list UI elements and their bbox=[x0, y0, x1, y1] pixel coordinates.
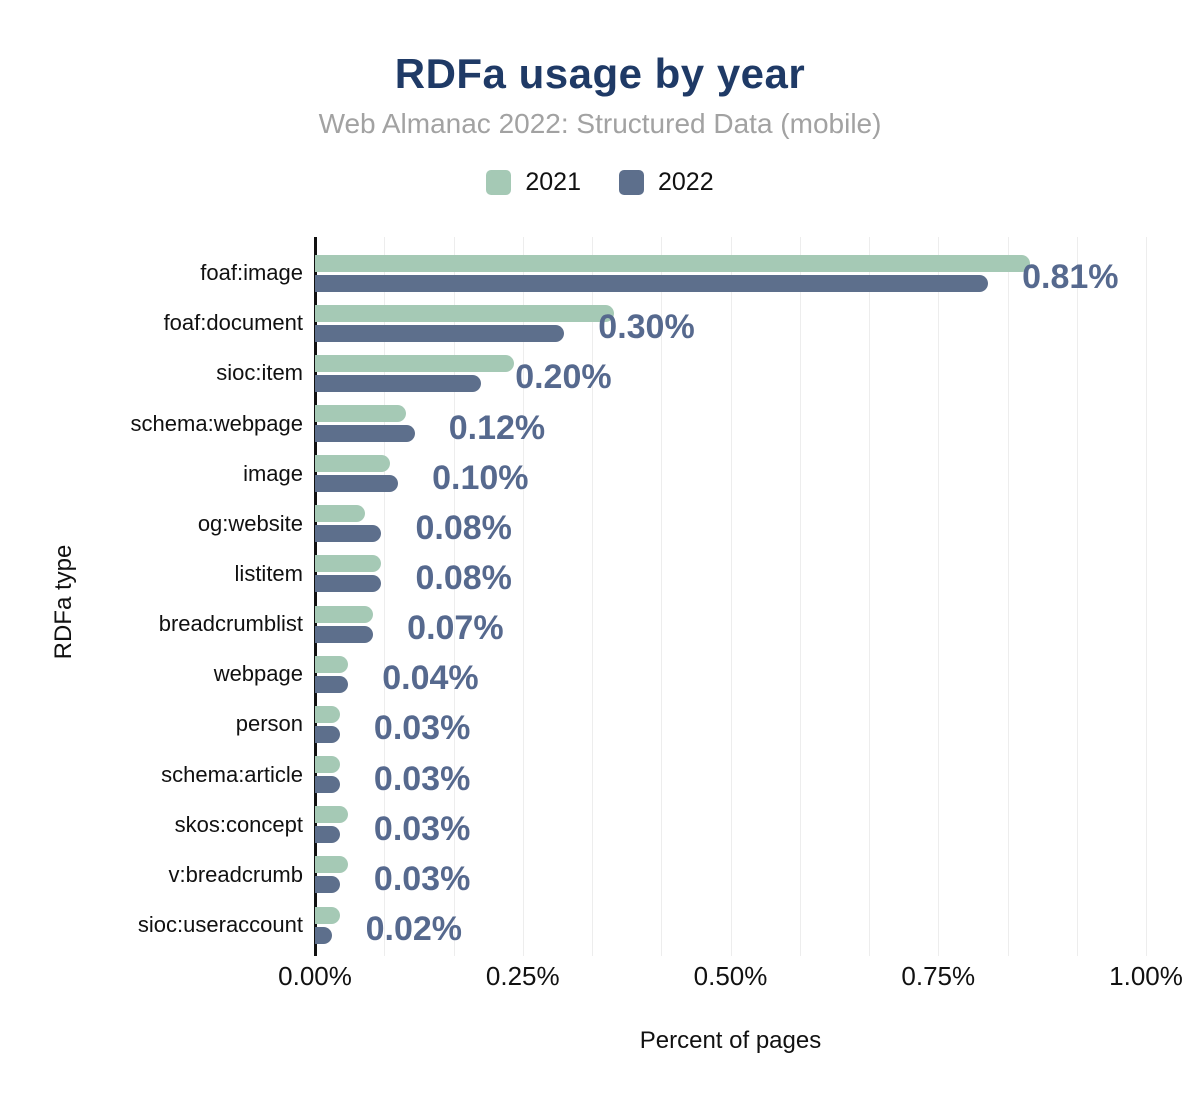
gridline bbox=[384, 237, 386, 956]
bar-2022 bbox=[315, 475, 399, 493]
bar-2021 bbox=[315, 756, 340, 774]
y-axis-line bbox=[314, 237, 317, 956]
category-label: breadcrumblist bbox=[158, 611, 303, 637]
category-label: sioc:useraccount bbox=[137, 912, 303, 938]
gridline bbox=[592, 237, 593, 956]
bar-2021 bbox=[315, 705, 340, 723]
bar-2021 bbox=[315, 505, 365, 523]
legend-label: 2021 bbox=[525, 168, 581, 196]
value-label: 0.03% bbox=[373, 809, 471, 848]
bar-2021 bbox=[315, 555, 382, 573]
value-label: 0.03% bbox=[373, 759, 471, 798]
gridline bbox=[799, 237, 801, 956]
category-label: og:website bbox=[197, 510, 303, 536]
bar-2022 bbox=[315, 826, 340, 844]
bar-2021 bbox=[315, 405, 407, 423]
value-label: 0.81% bbox=[1022, 258, 1119, 297]
gridline bbox=[1076, 237, 1078, 956]
bar-2022 bbox=[315, 625, 374, 643]
bar-2022 bbox=[315, 876, 340, 894]
gridline bbox=[661, 237, 663, 956]
x-tick-label: 0.00% bbox=[278, 961, 352, 991]
bar-2022 bbox=[315, 274, 989, 292]
bar-2022 bbox=[315, 324, 565, 342]
gridline bbox=[730, 237, 732, 956]
bar-2021 bbox=[315, 856, 349, 874]
category-label: person bbox=[235, 711, 303, 737]
bar-2022 bbox=[315, 374, 482, 392]
value-label: 0.20% bbox=[515, 358, 612, 397]
category-label: v:breadcrumb bbox=[168, 861, 303, 887]
legend-item-2021: 2021 bbox=[486, 168, 581, 197]
category-label: schema:webpage bbox=[130, 410, 303, 436]
bar-2021 bbox=[315, 354, 515, 372]
gridline bbox=[938, 237, 940, 956]
category-label: schema:article bbox=[161, 761, 303, 787]
value-label: 0.12% bbox=[448, 408, 546, 447]
x-tick-label: 0.25% bbox=[485, 961, 560, 991]
legend: 2021 2022 bbox=[0, 168, 1200, 197]
gridline bbox=[1007, 237, 1009, 956]
category-label: foaf:image bbox=[200, 260, 303, 286]
category-label: listitem bbox=[234, 560, 303, 586]
chart-title: RDFa usage by year bbox=[394, 50, 806, 97]
legend-swatch-2022 bbox=[619, 170, 644, 195]
gridline bbox=[522, 237, 524, 956]
category-label: skos:concept bbox=[174, 811, 303, 837]
bar-2021 bbox=[315, 655, 349, 673]
x-tick-label: 0.75% bbox=[901, 961, 976, 991]
value-label: 0.07% bbox=[407, 609, 504, 648]
bar-2021 bbox=[315, 806, 349, 824]
gridline bbox=[453, 237, 455, 956]
bar-2021 bbox=[315, 304, 615, 322]
value-label: 0.04% bbox=[382, 659, 479, 698]
bar-2022 bbox=[315, 776, 340, 794]
bar-2022 bbox=[315, 575, 382, 593]
bar-2021 bbox=[315, 906, 340, 924]
chart-subtitle: Web Almanac 2022: Structured Data (mobil… bbox=[318, 108, 882, 139]
category-label: sioc:item bbox=[216, 360, 303, 386]
value-label: 0.02% bbox=[365, 910, 463, 949]
x-tick-label: 1.00% bbox=[1109, 961, 1183, 991]
legend-item-2022: 2022 bbox=[619, 168, 714, 197]
bar-2021 bbox=[315, 455, 390, 473]
y-axis-title: RDFa type bbox=[50, 544, 77, 660]
value-label: 0.08% bbox=[415, 558, 512, 597]
value-label: 0.10% bbox=[432, 458, 529, 497]
gridline bbox=[1146, 237, 1147, 956]
category-label: image bbox=[243, 460, 303, 486]
bar-2022 bbox=[315, 425, 415, 443]
bar-2022 bbox=[315, 525, 382, 543]
bar-2021 bbox=[315, 605, 374, 623]
category-label: foaf:document bbox=[163, 310, 303, 336]
value-label: 0.08% bbox=[415, 508, 512, 547]
bar-2021 bbox=[315, 254, 1030, 272]
category-label: webpage bbox=[213, 661, 303, 687]
x-axis-title: Percent of pages bbox=[639, 1027, 822, 1054]
bar-2022 bbox=[315, 675, 349, 693]
value-label: 0.03% bbox=[373, 859, 471, 898]
gridline bbox=[869, 237, 870, 956]
value-label: 0.03% bbox=[373, 709, 471, 748]
bar-2022 bbox=[315, 926, 332, 944]
legend-swatch-2021 bbox=[486, 170, 512, 195]
bar-2022 bbox=[315, 725, 340, 743]
x-tick-label: 0.50% bbox=[693, 961, 768, 991]
legend-label: 2022 bbox=[658, 168, 714, 196]
value-label: 0.30% bbox=[598, 308, 695, 347]
